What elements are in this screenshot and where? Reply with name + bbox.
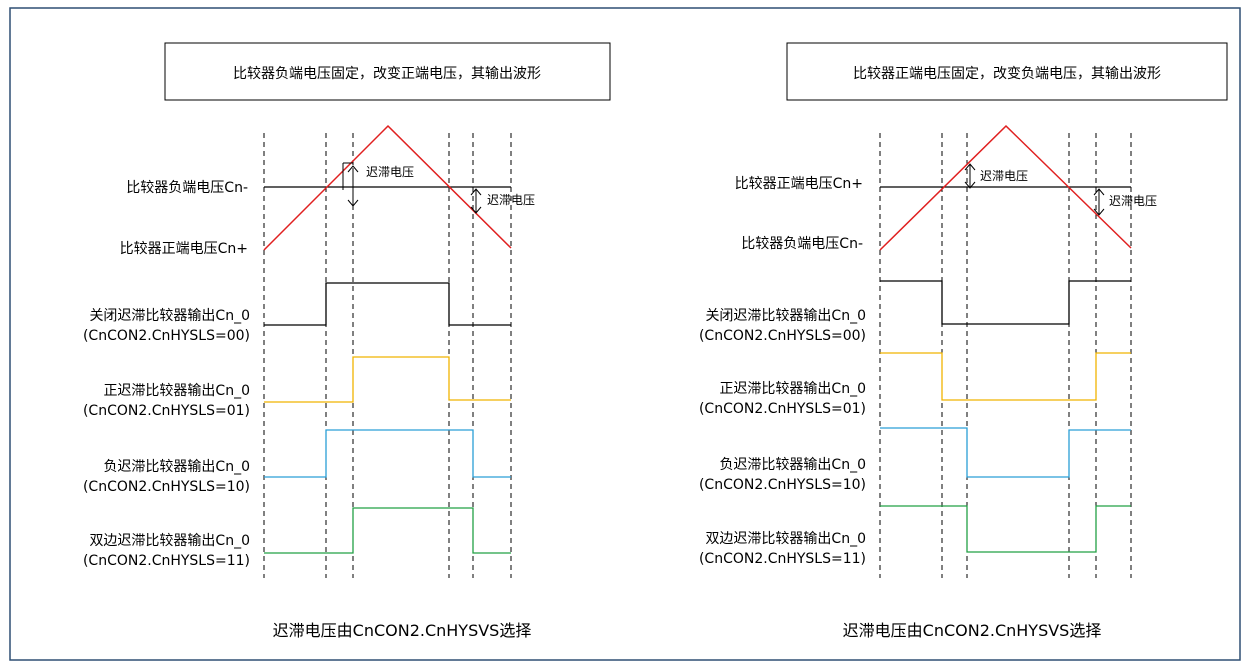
left-ramp-waveform — [263, 124, 512, 251]
left-output-both-waveform — [264, 507, 511, 554]
left-footer: 迟滞电压由CnCON2.CnHYSVS选择 — [273, 621, 532, 640]
left-output-pos-waveform — [264, 356, 511, 403]
right-output-off-name: 关闭迟滞比较器输出Cn_0 — [705, 308, 866, 324]
right-hyst-label-bottom: 迟滞电压 — [1109, 194, 1157, 208]
right-hyst-arrow — [1093, 208, 1105, 216]
left-output-off-config: (CnCON2.CnHYSLS=00) — [83, 328, 250, 344]
right-hyst-label-top: 迟滞电压 — [980, 169, 1028, 183]
right-ref-label: 比较器正端电压Cn+ — [735, 176, 863, 192]
right-output-off-waveform — [880, 280, 1131, 325]
left-output-neg-waveform — [264, 429, 511, 478]
left-output-both-config: (CnCON2.CnHYSLS=11) — [83, 553, 250, 569]
right-hyst-arrow — [964, 163, 976, 171]
left-hyst-label-top: 迟滞电压 — [366, 165, 414, 179]
right-title: 比较器正端电压固定，改变负端电压，其输出波形 — [853, 66, 1161, 82]
right-footer: 迟滞电压由CnCON2.CnHYSVS选择 — [843, 621, 1102, 640]
right-output-neg-name: 负迟滞比较器输出Cn_0 — [719, 457, 866, 473]
left-output-neg-name: 负迟滞比较器输出Cn_0 — [103, 459, 250, 475]
left-output-off-waveform — [264, 282, 511, 326]
right-output-both-config: (CnCON2.CnHYSLS=11) — [699, 551, 866, 567]
left-title-box — [164, 42, 611, 101]
left-ref-label: 比较器负端电压Cn- — [126, 180, 248, 196]
right-output-off-config: (CnCON2.CnHYSLS=00) — [699, 328, 866, 344]
left-output-pos-name: 正迟滞比较器输出Cn_0 — [103, 383, 250, 399]
left-output-off-name: 关闭迟滞比较器输出Cn_0 — [89, 308, 250, 324]
left-hyst-arrow — [347, 165, 359, 173]
right-ramp-label: 比较器负端电压Cn- — [741, 236, 863, 252]
right-title-box — [786, 42, 1228, 101]
left-hyst-arrow — [470, 188, 482, 196]
right-hyst-arrow — [964, 181, 976, 189]
right-output-neg-config: (CnCON2.CnHYSLS=10) — [699, 477, 866, 493]
right-output-both-waveform — [880, 505, 1131, 553]
right-output-pos-name: 正迟滞比较器输出Cn_0 — [719, 381, 866, 397]
right-output-neg-waveform — [880, 427, 1131, 478]
left-output-pos-config: (CnCON2.CnHYSLS=01) — [83, 403, 250, 419]
left-ramp-label: 比较器正端电压Cn+ — [120, 241, 248, 257]
left-title: 比较器负端电压固定，改变正端电压，其输出波形 — [233, 66, 541, 82]
left-hyst-arrow — [470, 206, 482, 214]
outer-frame — [9, 7, 1241, 661]
right-output-both-name: 双边迟滞比较器输出Cn_0 — [705, 531, 866, 547]
right-output-pos-config: (CnCON2.CnHYSLS=01) — [699, 401, 866, 417]
left-hyst-label-bottom: 迟滞电压 — [487, 193, 535, 207]
right-output-pos-waveform — [880, 352, 1131, 401]
right-ramp-waveform — [879, 124, 1132, 251]
left-output-both-name: 双边迟滞比较器输出Cn_0 — [89, 533, 250, 549]
right-hyst-arrow — [1093, 188, 1105, 196]
right-panel: 比较器正端电压固定，改变负端电压，其输出波形 迟滞电压 迟滞电压 比较器正端电压… — [699, 42, 1228, 640]
left-output-neg-config: (CnCON2.CnHYSLS=10) — [83, 479, 250, 495]
left-panel: 比较器负端电压固定，改变正端电压，其输出波形 迟滞电压 迟滞电压 比较器负端电压… — [83, 42, 611, 640]
